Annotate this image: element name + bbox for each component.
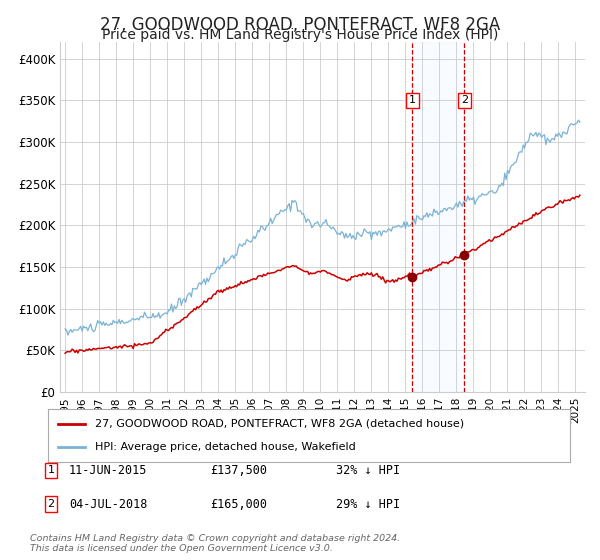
Text: 2: 2 (461, 95, 468, 105)
Text: £137,500: £137,500 (210, 464, 267, 477)
Text: 1: 1 (409, 95, 416, 105)
Text: 32% ↓ HPI: 32% ↓ HPI (336, 464, 400, 477)
Bar (412, 42, 464, 392)
Text: 04-JUL-2018: 04-JUL-2018 (69, 497, 148, 511)
Text: £165,000: £165,000 (210, 497, 267, 511)
Text: 11-JUN-2015: 11-JUN-2015 (69, 464, 148, 477)
Text: 2: 2 (47, 499, 55, 509)
Text: 27, GOODWOOD ROAD, PONTEFRACT, WF8 2GA: 27, GOODWOOD ROAD, PONTEFRACT, WF8 2GA (100, 16, 500, 34)
Text: 27, GOODWOOD ROAD, PONTEFRACT, WF8 2GA (detached house): 27, GOODWOOD ROAD, PONTEFRACT, WF8 2GA (… (95, 419, 464, 429)
Text: Contains HM Land Registry data © Crown copyright and database right 2024.
This d: Contains HM Land Registry data © Crown c… (30, 534, 400, 553)
Text: Price paid vs. HM Land Registry's House Price Index (HPI): Price paid vs. HM Land Registry's House … (102, 28, 498, 42)
Text: HPI: Average price, detached house, Wakefield: HPI: Average price, detached house, Wake… (95, 442, 356, 452)
Text: 29% ↓ HPI: 29% ↓ HPI (336, 497, 400, 511)
Text: 1: 1 (47, 465, 55, 475)
